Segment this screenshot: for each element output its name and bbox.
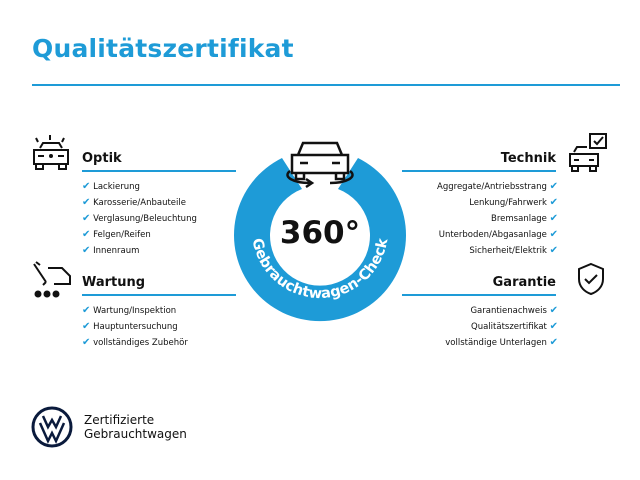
garantie-list: Garantienachweis ✔ Qualitätszertifikat ✔…: [445, 303, 558, 351]
check-icon: ✔: [549, 197, 558, 208]
list-item: ✔ vollständiges Zubehör: [82, 337, 188, 348]
list-item: Bremsanlage ✔: [491, 213, 558, 224]
check-icon: ✔: [82, 197, 91, 208]
service-van-icon: [33, 261, 71, 298]
divider: [82, 294, 236, 296]
check-icon: ✔: [82, 245, 91, 256]
list-item: Garantienachweis ✔: [470, 305, 558, 316]
divider: [32, 84, 620, 86]
360-label: 360°: [280, 215, 360, 251]
garantie-heading: Garantie: [492, 275, 556, 290]
check-icon: ✔: [82, 321, 91, 332]
list-item: ✔ Innenraum: [82, 245, 140, 256]
check-icon: ✔: [82, 229, 91, 240]
check-icon: ✔: [549, 245, 558, 256]
vw-logo-icon: [31, 406, 73, 448]
check-icon: ✔: [549, 337, 558, 348]
car-rotate-icon: [286, 141, 354, 189]
car-lights-icon: [33, 135, 69, 170]
brand-name: Zertifizierte Gebrauchtwagen: [84, 413, 187, 441]
page-title: Qualitätszertifikat: [32, 34, 294, 63]
wartung-list: ✔ Wartung/Inspektion ✔ Hauptuntersuchung…: [82, 303, 188, 351]
check-icon: ✔: [82, 337, 91, 348]
list-item: Qualitätszertifikat ✔: [471, 321, 558, 332]
list-item: ✔ Verglasung/Beleuchtung: [82, 213, 197, 224]
list-item: ✔ Lackierung: [82, 181, 140, 192]
divider: [402, 294, 556, 296]
check-icon: ✔: [549, 213, 558, 224]
check-icon: ✔: [549, 229, 558, 240]
list-item: ✔ Karosserie/Anbauteile: [82, 197, 186, 208]
check-icon: ✔: [549, 305, 558, 316]
technik-list: Aggregate/Antriebsstrang ✔ Lenkung/Fahrw…: [437, 179, 558, 259]
optik-heading: Optik: [82, 151, 122, 166]
check-icon: ✔: [82, 305, 91, 316]
list-item: Lenkung/Fahrwerk ✔: [469, 197, 558, 208]
list-item: Aggregate/Antriebsstrang ✔: [437, 181, 558, 192]
ring: [234, 158, 406, 322]
list-item: ✔ Felgen/Reifen: [82, 229, 151, 240]
check-icon: ✔: [82, 213, 91, 224]
list-item: Sicherheit/Elektrik ✔: [469, 245, 558, 256]
list-item: ✔ Hauptuntersuchung: [82, 321, 178, 332]
car-check-icon: [569, 133, 607, 172]
check-icon: ✔: [82, 181, 91, 192]
check-icon: ✔: [549, 321, 558, 332]
check-icon: ✔: [549, 181, 558, 192]
divider: [402, 170, 556, 172]
divider: [82, 170, 236, 172]
optik-list: ✔ Lackierung ✔ Karosserie/Anbauteile ✔ V…: [82, 179, 197, 259]
technik-heading: Technik: [500, 151, 556, 166]
check-360-badge: 360° Gebrauchtwagen-Check: [234, 141, 406, 322]
list-item: Unterboden/Abgasanlage ✔: [438, 229, 558, 240]
list-item: ✔ Wartung/Inspektion: [82, 305, 177, 316]
shield-check-icon: [578, 262, 604, 296]
list-item: vollständige Unterlagen ✔: [445, 337, 558, 348]
wartung-heading: Wartung: [82, 275, 146, 290]
